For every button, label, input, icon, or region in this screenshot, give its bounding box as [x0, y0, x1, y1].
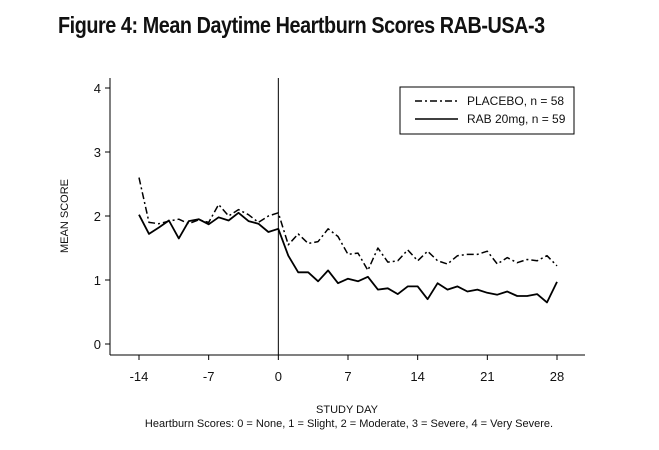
x-tick-label: 28	[550, 369, 564, 384]
x-tick-label: -7	[203, 369, 215, 384]
y-tick-label: 0	[94, 337, 101, 352]
legend-box	[399, 86, 575, 135]
series-line-placebo	[138, 177, 558, 272]
legend-label-placebo: PLACEBO, n = 58	[467, 94, 564, 108]
figure-title: Figure 4: Mean Daytime Heartburn Scores …	[58, 12, 545, 38]
y-tick-label: 3	[94, 145, 101, 160]
series-line-rab	[138, 211, 558, 304]
x-tick-label: 0	[275, 369, 282, 384]
y-ticks: 0 1 2 3 4	[94, 81, 110, 352]
x-tick-label: 14	[410, 369, 424, 384]
y-axis-label: MEAN SCORE	[59, 179, 71, 253]
y-tick-label: 4	[94, 81, 101, 96]
x-axis-label: STUDY DAY	[316, 404, 379, 416]
x-tick-label: 7	[344, 369, 351, 384]
legend-label-rab: RAB 20mg, n = 59	[467, 112, 566, 126]
x-ticks: -14 -7 0 7 14 21 28	[130, 355, 564, 384]
y-tick-label: 2	[94, 209, 101, 224]
x-tick-label: -14	[130, 369, 149, 384]
chart-caption: Heartburn Scores: 0 = None, 1 = Slight, …	[145, 418, 553, 430]
y-tick-label: 1	[94, 273, 101, 288]
chart-legend: PLACEBO, n = 58 RAB 20mg, n = 59	[399, 86, 575, 135]
series-layer	[138, 177, 558, 304]
x-tick-label: 21	[480, 369, 494, 384]
